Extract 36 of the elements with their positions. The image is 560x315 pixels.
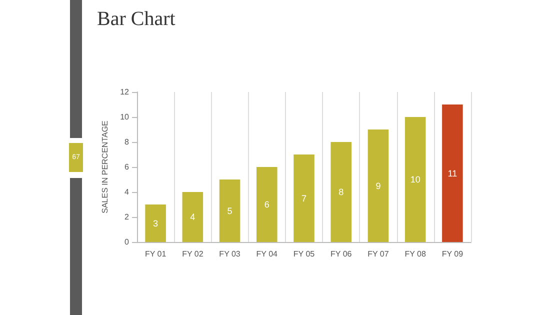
bar — [404, 117, 426, 242]
x-tick-label: FY 02 — [182, 250, 204, 258]
x-tick-label: FY 03 — [219, 250, 241, 258]
bar — [294, 154, 314, 242]
data-label: 4 — [190, 212, 196, 222]
bar — [182, 192, 204, 242]
y-tick-label: 8 — [124, 138, 130, 146]
bar — [219, 180, 240, 242]
y-tick-label: 0 — [124, 238, 130, 246]
x-tick-label: FY 04 — [256, 250, 278, 258]
data-label: 10 — [410, 174, 420, 184]
bar — [256, 167, 278, 242]
x-tick-label: FY 09 — [442, 250, 464, 258]
data-label: 7 — [301, 193, 307, 204]
y-tick-label: 10 — [120, 112, 130, 122]
y-axis-title: SALES IN PERCENTAGE — [100, 120, 110, 214]
chart-title: Bar Chart — [97, 8, 176, 30]
x-tick-label: FY 01 — [144, 250, 167, 258]
y-tick-label: 12 — [120, 88, 130, 96]
bar — [330, 142, 352, 242]
y-tick-label: 6 — [124, 162, 130, 172]
x-tick-label: FY 06 — [330, 250, 352, 258]
data-label: 5 — [227, 206, 232, 216]
data-label: 8 — [338, 187, 344, 197]
data-label: 11 — [448, 168, 458, 178]
bar — [368, 130, 389, 242]
x-tick-label: FY 07 — [368, 250, 390, 258]
data-label: 6 — [264, 200, 270, 210]
x-tick-label: FY 08 — [404, 250, 426, 258]
x-tick-label: FY 05 — [293, 250, 316, 258]
data-label: 9 — [376, 180, 381, 191]
bar — [145, 204, 166, 242]
data-label: 3 — [153, 218, 158, 228]
y-tick-label: 4 — [124, 188, 130, 196]
bar — [442, 104, 463, 242]
y-tick-label: 2 — [124, 212, 130, 222]
